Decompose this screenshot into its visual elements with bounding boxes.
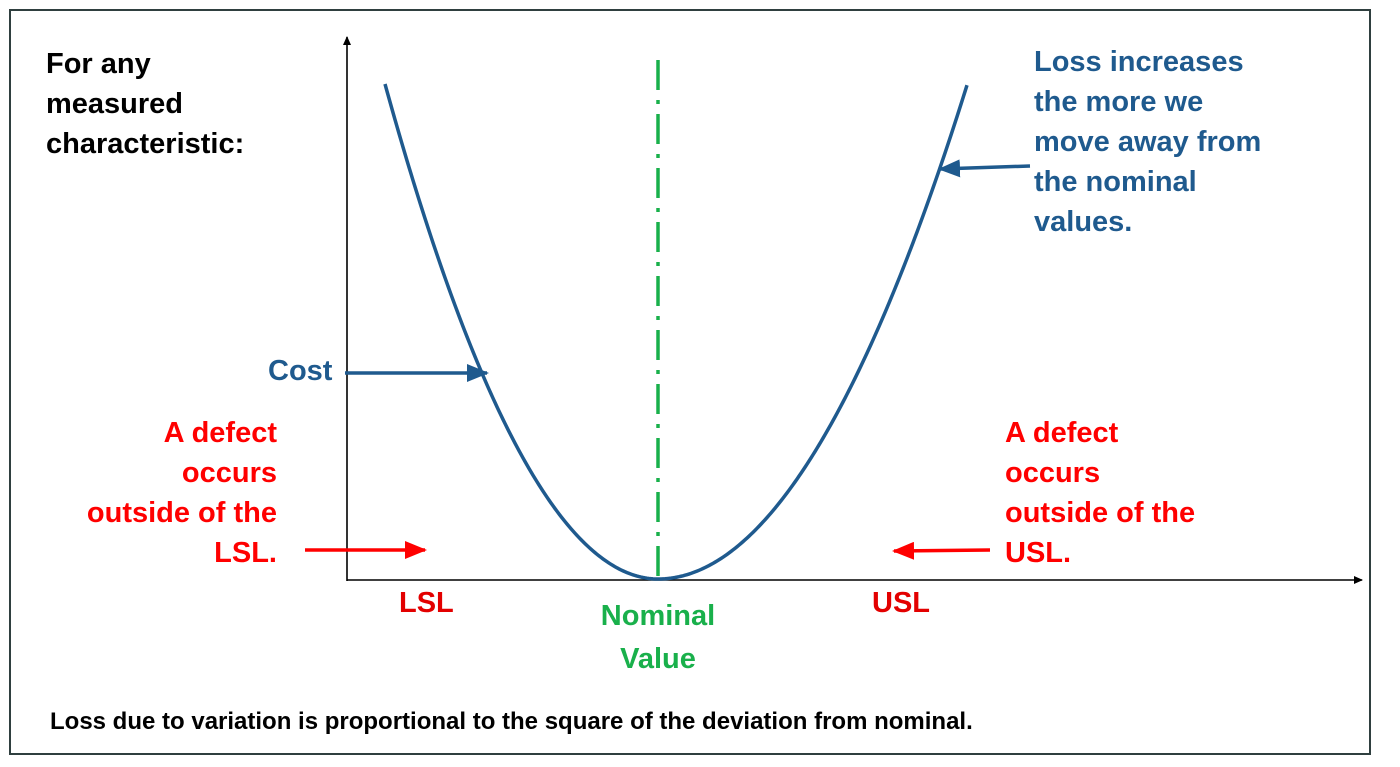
loss-note-line: move away from [1034, 126, 1262, 158]
nominal-label-line: Value [620, 643, 696, 675]
intro-line: measured [46, 88, 184, 120]
intro-line: For any [46, 48, 151, 80]
defect-note-line: A defect [163, 417, 277, 449]
cost-label: Cost [268, 355, 333, 387]
lsl-label: LSL [399, 587, 454, 619]
loss-curve [383, 83, 969, 581]
defect-note-line: occurs [181, 457, 277, 489]
loss-note-line: values. [1034, 206, 1133, 238]
diagram-frame [9, 9, 1371, 755]
usl-label: USL [872, 587, 930, 619]
loss-note-line: Loss increases [1034, 46, 1244, 78]
defect-note-right: A defect occurs outside of the USL. [1005, 413, 1195, 573]
defect-note-line: outside of the [86, 497, 277, 529]
usl-defect-arrow [892, 541, 991, 560]
defect-note-line: outside of the [1005, 497, 1196, 529]
intro-line: characteristic: [46, 128, 245, 160]
defect-note-line: A defect [1005, 417, 1119, 449]
defect-note-left: A defect occurs outside of the LSL. [87, 413, 277, 573]
defect-note-line: USL. [1005, 537, 1072, 569]
footer-caption: Loss due to variation is proportional to… [50, 708, 973, 735]
intro-text: For any measured characteristic: [46, 44, 244, 164]
loss-note-line: the nominal [1034, 166, 1197, 198]
loss-note-line: the more we [1034, 86, 1204, 118]
loss-note-arrow [938, 159, 1031, 178]
nominal-label-line: Nominal [600, 600, 716, 632]
defect-note-line: occurs [1005, 457, 1101, 489]
defect-note-line: LSL. [214, 537, 277, 569]
loss-note: Loss increases the more we move away fro… [1034, 42, 1261, 242]
nominal-value-label: Nominal Value [593, 595, 723, 681]
